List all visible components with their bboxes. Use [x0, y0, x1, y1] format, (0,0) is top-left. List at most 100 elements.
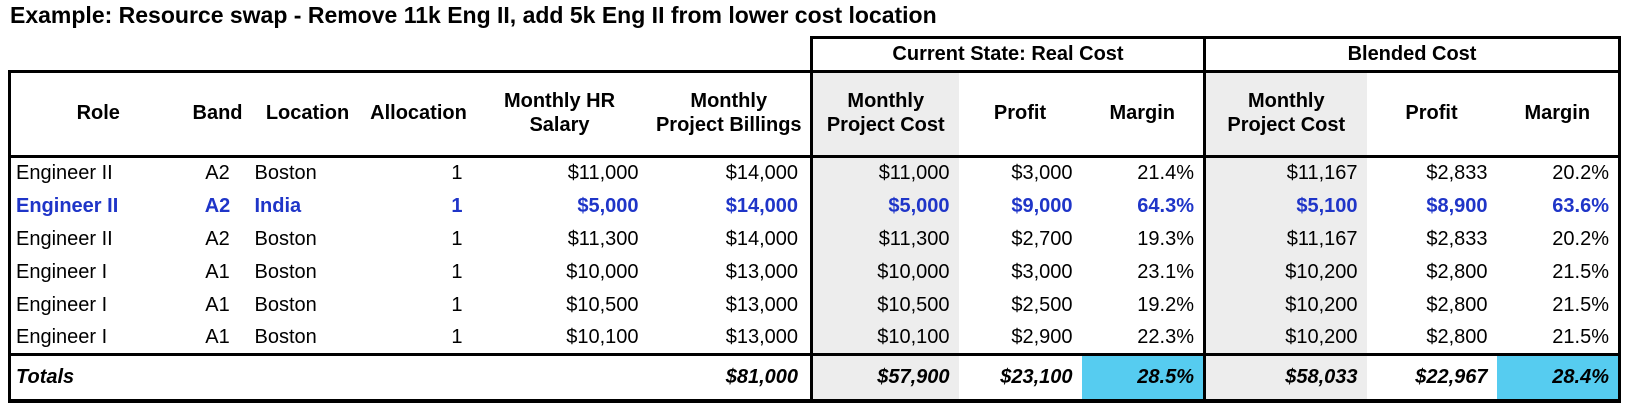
table-cell: $10,000: [471, 255, 648, 289]
table-cell: $2,800: [1366, 321, 1497, 356]
table-cell: $2,833: [1366, 222, 1497, 256]
col-header-allocation: Allocation: [365, 70, 472, 158]
table-cell: $2,833: [1366, 156, 1497, 190]
table-cell: A1: [185, 255, 250, 289]
table-cell: 1: [365, 288, 472, 322]
table-cell: 21.5%: [1496, 255, 1622, 289]
col-header-monthly-hr-salary: Monthly HR Salary: [471, 70, 648, 158]
col-header-current-profit: Profit: [958, 70, 1082, 158]
totals-cell: $81,000: [647, 354, 812, 403]
table-cell: $14,000: [647, 156, 812, 190]
col-header-role: Role: [8, 70, 186, 158]
totals-cell: [185, 354, 250, 403]
totals-cell: [471, 354, 648, 403]
table-row: Engineer I A1 Boston 1 $10,100 $13,000 $10,100…: [8, 321, 1622, 356]
col-header-monthly-project-billings: Monthly Project Billings: [647, 70, 812, 158]
table-cell: $11,300: [810, 222, 959, 256]
table-cell: 1: [365, 321, 472, 356]
table-cell: $5,100: [1203, 189, 1367, 223]
totals-cell: [365, 354, 472, 403]
table-cell: $5,000: [810, 189, 959, 223]
table-cell: 21.5%: [1496, 321, 1622, 356]
group-header-row: Current State: Real Cost Blended Cost: [10, 36, 1622, 73]
table-cell: Boston: [249, 321, 366, 356]
table-row: Engineer I A1 Boston 1 $10,000 $13,000 $10,000…: [8, 255, 1622, 289]
totals-cell: [249, 354, 366, 403]
table-cell: Boston: [249, 222, 366, 256]
col-header-blended-profit: Profit: [1366, 70, 1497, 158]
table-cell: 23.1%: [1081, 255, 1205, 289]
table-cell: $13,000: [647, 288, 812, 322]
table-cell: 63.6%: [1496, 189, 1622, 223]
table-cell: 1: [365, 255, 472, 289]
table-cell: India: [249, 189, 366, 223]
col-header-band: Band: [185, 70, 250, 158]
totals-row: Totals $81,000 $57,900 $23,100 28.5% $58,033 $…: [8, 354, 1622, 403]
table-cell: $10,000: [810, 255, 959, 289]
table-cell: $11,300: [471, 222, 648, 256]
table-cell: $8,900: [1366, 189, 1497, 223]
table-cell: $13,000: [647, 321, 812, 356]
table-cell: A1: [185, 321, 250, 356]
table-cell: Boston: [249, 255, 366, 289]
table-cell: $3,000: [958, 156, 1082, 190]
totals-cell: $22,967: [1366, 354, 1497, 403]
totals-cell: $57,900: [810, 354, 959, 403]
table-cell: 20.2%: [1496, 222, 1622, 256]
table-cell: $2,900: [958, 321, 1082, 356]
column-header-row: Role Band Location Allocation Monthly HR…: [8, 70, 1622, 158]
table-cell: Engineer II: [8, 222, 186, 256]
totals-label: Totals: [8, 354, 186, 403]
table-cell: 20.2%: [1496, 156, 1622, 190]
table-cell: Boston: [249, 156, 366, 190]
col-header-blended-monthly-project-cost: Monthly Project Cost: [1203, 70, 1367, 158]
table-cell: $11,167: [1203, 156, 1367, 190]
table-cell: 1: [365, 156, 472, 190]
table-cell: Engineer I: [8, 255, 186, 289]
table-cell: $11,000: [471, 156, 648, 190]
col-header-current-monthly-project-cost: Monthly Project Cost: [810, 70, 959, 158]
table-cell: $10,200: [1203, 288, 1367, 322]
table-cell: $5,000: [471, 189, 648, 223]
table-row: Engineer II A2 India 1 $5,000 $14,000 $5,000 $9…: [8, 189, 1622, 223]
table-cell: $2,800: [1366, 255, 1497, 289]
table-cell: $11,000: [810, 156, 959, 190]
col-header-current-margin: Margin: [1081, 70, 1205, 158]
table-cell: Engineer II: [8, 189, 186, 223]
table-cell: 21.4%: [1081, 156, 1205, 190]
totals-cell: 28.5%: [1081, 354, 1205, 403]
col-header-location: Location: [249, 70, 366, 158]
table-cell: Boston: [249, 288, 366, 322]
table-cell: $11,167: [1203, 222, 1367, 256]
table-cell: $10,200: [1203, 255, 1367, 289]
table-cell: Engineer I: [8, 321, 186, 356]
totals-cell: $58,033: [1203, 354, 1367, 403]
table-cell: $14,000: [647, 189, 812, 223]
group-header-blended-cost: Blended Cost: [1203, 36, 1622, 73]
group-header-current-state: Current State: Real Cost: [809, 36, 1207, 73]
table-cell: $9,000: [958, 189, 1082, 223]
table-cell: $3,000: [958, 255, 1082, 289]
table-cell: A1: [185, 288, 250, 322]
table-cell: $10,100: [471, 321, 648, 356]
table-row: Engineer I A1 Boston 1 $10,500 $13,000 $10,500…: [8, 288, 1622, 322]
table-cell: $10,100: [810, 321, 959, 356]
table-cell: 19.2%: [1081, 288, 1205, 322]
table-cell: 1: [365, 222, 472, 256]
table-body: Engineer II A2 Boston 1 $11,000 $14,000 $11,00…: [8, 156, 1622, 403]
table-cell: $14,000: [647, 222, 812, 256]
table-cell: $2,700: [958, 222, 1082, 256]
cost-table: Current State: Real Cost Blended Cost Ro…: [8, 36, 1622, 403]
table-cell: 21.5%: [1496, 288, 1622, 322]
table-cell: A2: [185, 222, 250, 256]
totals-cell: 28.4%: [1496, 354, 1622, 403]
group-header-spacer: [10, 38, 812, 72]
table-cell: $10,500: [810, 288, 959, 322]
table-cell: 22.3%: [1081, 321, 1205, 356]
table-cell: A2: [185, 189, 250, 223]
table-cell: 19.3%: [1081, 222, 1205, 256]
table-cell: Engineer II: [8, 156, 186, 190]
table-cell: Engineer I: [8, 288, 186, 322]
table-cell: $13,000: [647, 255, 812, 289]
